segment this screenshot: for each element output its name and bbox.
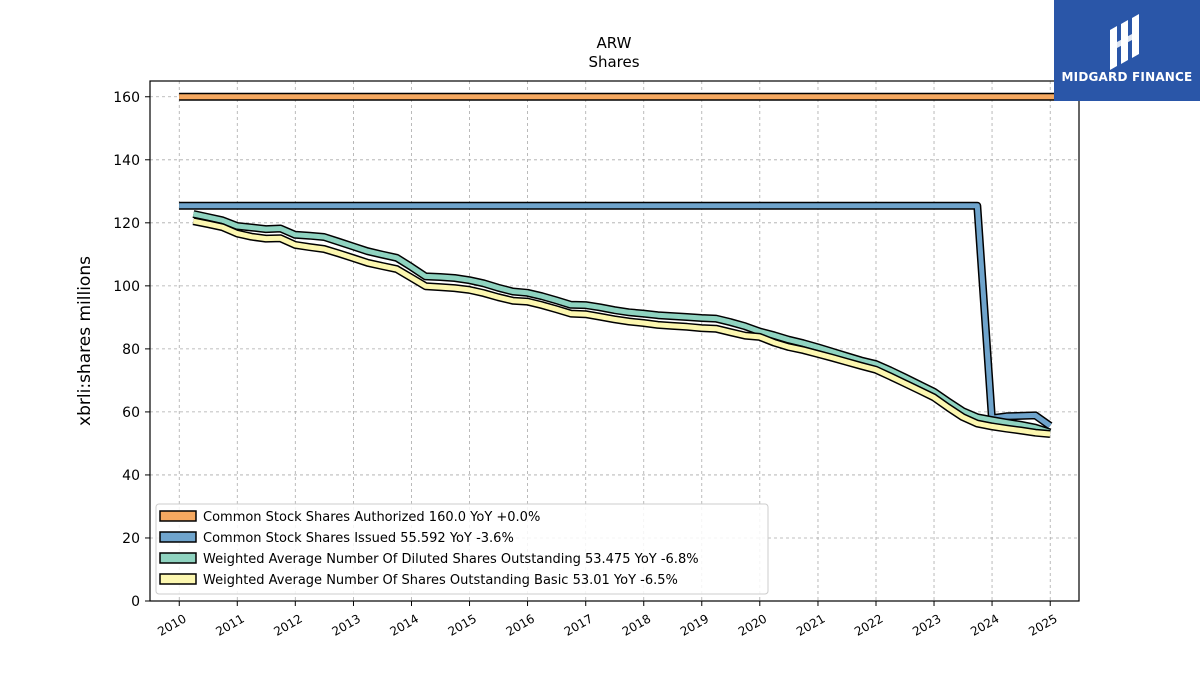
legend-entry: Common Stock Shares Issued 55.592 YoY -3… <box>203 531 514 546</box>
legend-swatch <box>159 531 197 543</box>
legend-entry: Common Stock Shares Authorized 160.0 YoY… <box>203 510 540 525</box>
legend-box <box>155 503 769 595</box>
x-tick-label: 2017 <box>562 611 595 638</box>
legend-swatch <box>159 510 197 522</box>
y-tick-label: 20 <box>122 531 140 547</box>
y-tick-label: 160 <box>113 90 140 106</box>
x-tick-label: 2024 <box>968 611 1001 638</box>
series-layer <box>179 92 1055 438</box>
x-tick-label: 2018 <box>620 611 653 638</box>
y-tick-label: 80 <box>122 342 140 358</box>
x-tick-label: 2016 <box>504 611 537 638</box>
midgard-finance-logo: MIDGARD FINANCE <box>1054 0 1200 101</box>
logo-text: MIDGARD FINANCE <box>1061 70 1193 84</box>
y-axis-label: xbrli:shares millions <box>75 256 95 426</box>
x-tick-label: 2022 <box>852 611 885 638</box>
x-tick-label: 2025 <box>1026 611 1059 638</box>
y-tick-label: 40 <box>122 468 140 484</box>
plot-frame <box>149 80 1080 602</box>
x-tick-label: 2020 <box>736 611 769 638</box>
y-tick-label: 140 <box>113 153 140 169</box>
legend-entry: Weighted Average Number Of Diluted Share… <box>203 552 699 567</box>
legend-entry: Weighted Average Number Of Shares Outsta… <box>203 573 678 588</box>
x-tick-label: 2011 <box>213 611 246 638</box>
chart-title: ARW <box>597 34 632 52</box>
legend: Common Stock Shares Authorized 160.0 YoY… <box>155 503 769 595</box>
series-line-2 <box>179 203 1052 428</box>
y-tick-label: 100 <box>113 279 140 295</box>
y-tick-label: 0 <box>131 594 140 610</box>
series-line-outline <box>192 217 1051 438</box>
legend-swatch <box>159 573 197 585</box>
y-axis: 0 20 40 60 80 100 120 140 160 <box>113 90 150 610</box>
series-line-3 <box>192 211 1051 435</box>
x-tick-label: 2019 <box>678 611 711 638</box>
series-line-4 <box>192 218 1051 437</box>
y-tick-label: 120 <box>113 216 140 232</box>
x-tick-label: 2013 <box>330 611 363 638</box>
midgard-logo-icon <box>1110 14 1139 70</box>
x-tick-label: 2014 <box>388 611 421 638</box>
legend-swatch <box>159 552 197 564</box>
x-tick-label: 2010 <box>155 611 188 638</box>
x-tick-label: 2012 <box>271 611 304 638</box>
x-tick-label: 2015 <box>446 611 479 638</box>
y-tick-label: 60 <box>122 405 140 421</box>
x-tick-label: 2021 <box>794 611 827 638</box>
chart-subtitle: Shares <box>588 53 639 71</box>
x-tick-label: 2023 <box>910 611 943 638</box>
x-axis: 2010 2011 2012 2013 2014 2015 2016 2017 2018 2019… <box>155 601 1060 639</box>
